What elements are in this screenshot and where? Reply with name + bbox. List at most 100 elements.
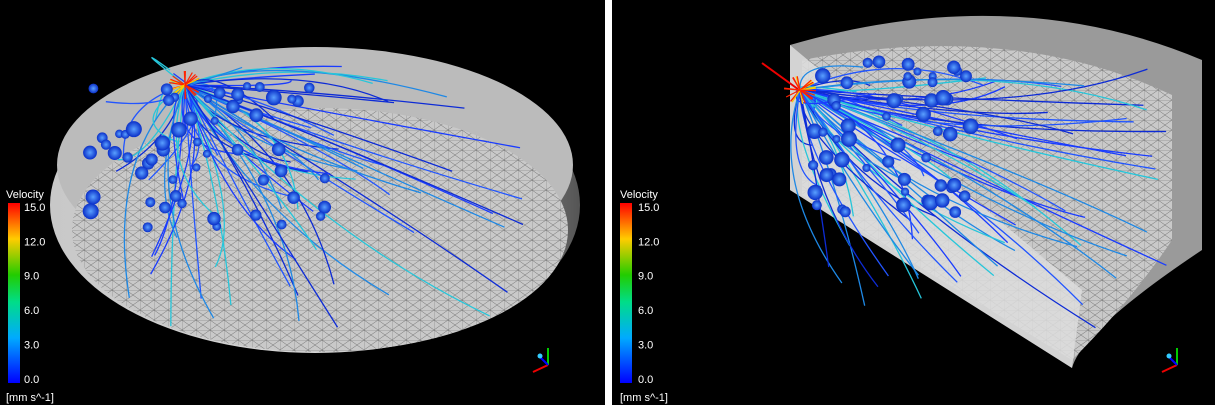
particle xyxy=(211,117,219,125)
particle xyxy=(207,212,220,225)
particle xyxy=(862,164,870,172)
particle xyxy=(203,150,211,158)
particle xyxy=(108,146,122,160)
particle xyxy=(171,122,187,138)
particle xyxy=(231,88,244,101)
particle xyxy=(83,146,97,160)
jet-ray xyxy=(800,90,816,91)
legend-tick-label: 0.0 xyxy=(638,374,653,386)
particle xyxy=(928,77,938,87)
panel: Velocity [mm s^-1] 15.0 12.0 9.0 6.0 3.0 0.0 xyxy=(0,0,605,405)
particle xyxy=(818,128,827,137)
particle xyxy=(249,108,263,122)
particle xyxy=(88,84,98,94)
particle xyxy=(145,197,155,207)
legend-tick-label: 3.0 xyxy=(24,340,39,352)
particle xyxy=(921,153,931,163)
particle xyxy=(832,135,840,143)
legend-unit: [mm s^-1] xyxy=(620,392,668,404)
particle xyxy=(275,165,288,178)
particle xyxy=(890,137,905,152)
particle xyxy=(886,93,901,108)
particle xyxy=(916,107,931,122)
particle xyxy=(126,121,142,137)
legend-tick-label: 15.0 xyxy=(24,202,45,214)
particle xyxy=(959,191,970,202)
particle xyxy=(258,174,269,185)
particle xyxy=(143,222,153,232)
particle xyxy=(902,58,915,71)
particle xyxy=(960,70,972,82)
legend-tick-label: 3.0 xyxy=(638,340,653,352)
particle xyxy=(947,61,960,74)
particle xyxy=(943,127,958,142)
particle xyxy=(122,152,132,162)
particle xyxy=(832,172,846,186)
particle xyxy=(193,138,202,147)
particle xyxy=(831,101,841,111)
particle xyxy=(933,126,943,136)
particle xyxy=(135,166,148,179)
particle xyxy=(163,95,174,106)
particle xyxy=(177,199,186,208)
particle xyxy=(168,175,177,184)
particle xyxy=(949,206,961,218)
particle xyxy=(882,156,894,168)
particle xyxy=(815,68,830,83)
colorbar xyxy=(620,203,632,383)
particle xyxy=(882,112,891,121)
particle xyxy=(192,163,200,171)
jet-ray xyxy=(185,85,186,99)
particle xyxy=(214,87,226,99)
particle xyxy=(947,178,961,192)
particle xyxy=(277,220,287,230)
particle xyxy=(819,150,834,165)
particle xyxy=(86,189,101,204)
particle xyxy=(898,173,911,186)
panel: Velocity [mm s^-1] 15.012.09.06.03.00.0 xyxy=(612,0,1215,405)
particle xyxy=(841,76,854,89)
particle xyxy=(963,118,979,134)
particle xyxy=(903,72,912,81)
particle xyxy=(243,82,251,90)
particle xyxy=(266,90,282,106)
particle xyxy=(834,152,850,168)
legend-tick-label: 12.0 xyxy=(638,236,659,248)
particle xyxy=(159,202,171,214)
page: Velocity [mm s^-1] 15.012.09.06.03.00.0 … xyxy=(0,0,1215,405)
particle xyxy=(161,83,173,95)
particle xyxy=(935,193,949,207)
colorbar xyxy=(8,203,20,383)
particle xyxy=(841,131,857,147)
particle xyxy=(272,143,286,157)
particle xyxy=(873,55,886,68)
particle xyxy=(935,90,951,106)
particle xyxy=(812,200,822,210)
particle xyxy=(232,144,244,156)
particle xyxy=(250,209,261,220)
particle xyxy=(863,58,873,68)
particle xyxy=(304,83,314,93)
legend-tick-label: 6.0 xyxy=(24,305,39,317)
particle xyxy=(820,168,834,182)
legend-title: Velocity xyxy=(620,189,658,201)
particle xyxy=(255,82,265,92)
particle xyxy=(226,100,239,113)
legend-tick-label: 9.0 xyxy=(24,271,39,283)
particle xyxy=(101,140,111,150)
particle xyxy=(287,191,300,204)
legend-tick-label: 12.0 xyxy=(24,236,45,248)
particle xyxy=(896,198,911,213)
particle xyxy=(145,153,157,165)
particle xyxy=(155,135,170,150)
particle xyxy=(901,188,909,196)
particle xyxy=(935,179,947,191)
particle xyxy=(808,160,818,170)
particle xyxy=(320,173,330,183)
legend-title: Velocity xyxy=(6,189,44,201)
particle xyxy=(808,185,823,200)
particle xyxy=(316,211,325,220)
legend-tick-label: 0.0 xyxy=(24,374,39,386)
legend-unit: [mm s^-1] xyxy=(6,392,54,404)
particle xyxy=(287,95,296,104)
